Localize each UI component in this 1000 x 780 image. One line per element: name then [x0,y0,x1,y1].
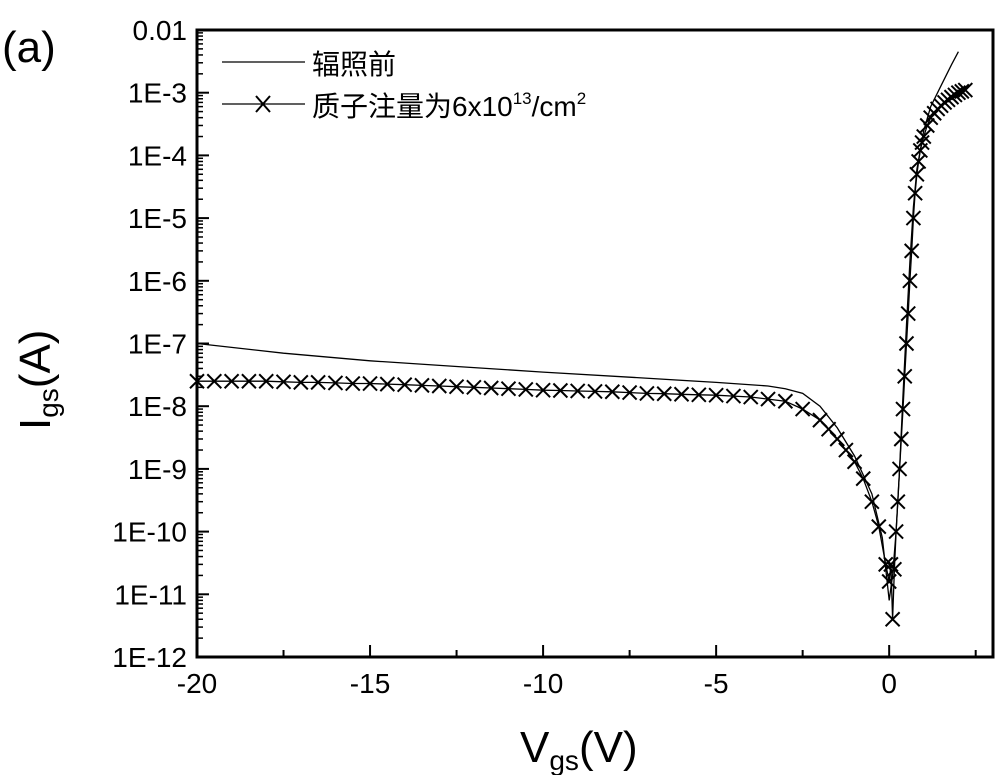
x-axis-label: Vgs(V) [520,723,638,775]
x-tick-label: -10 [523,668,563,699]
legend-proton-unit: /cm [532,91,577,122]
x-tick-label: -5 [704,668,729,699]
legend-proton-main: 质子注量为6x10 [312,91,513,122]
x-label-unit: (V) [579,723,638,772]
y-tick-label: 1E-3 [128,78,187,109]
y-tick-label: 0.01 [133,15,188,46]
series-line-1 [197,90,965,619]
x-label-sub: gs [549,745,579,775]
y-label-sub: gs [33,388,64,418]
y-tick-label: 1E-5 [128,203,187,234]
y-tick-label: 1E-8 [128,391,187,422]
y-tick-label: 1E-6 [128,266,187,297]
y-axis-label: Igs(A) [11,330,64,430]
legend: 辐照前 质子注量为6x1013/cm2 [222,49,586,122]
legend-label-proton: 质子注量为6x1013/cm2 [312,89,586,122]
panel-label: (a) [2,23,56,72]
legend-proton-sup: 13 [513,89,532,108]
y-tick-label: 1E-4 [128,140,187,171]
y-label-main: I [11,418,60,430]
y-tick-label: 1E-11 [114,579,187,610]
legend-label-before: 辐照前 [312,49,396,80]
y-tick-label: 1E-7 [128,329,187,360]
x-label-main: V [520,723,550,772]
y-tick-label: 1E-10 [112,517,187,548]
y-label-unit: (A) [11,330,60,389]
x-tick-label: -15 [350,668,390,699]
y-tick-label: 1E-12 [112,642,187,673]
legend-proton-unit-sup: 2 [577,89,586,108]
iv-chart: (a) -20-15-10-501E-121E-111E-101E-91E-81… [0,0,1000,775]
plot-frame [197,30,993,657]
series-line-0 [197,52,958,601]
y-tick-label: 1E-9 [128,454,187,485]
data-point-x-marker [796,402,810,416]
x-tick-label: 0 [881,668,897,699]
data-point-x-marker [865,495,879,509]
data-point-x-marker [830,432,844,446]
